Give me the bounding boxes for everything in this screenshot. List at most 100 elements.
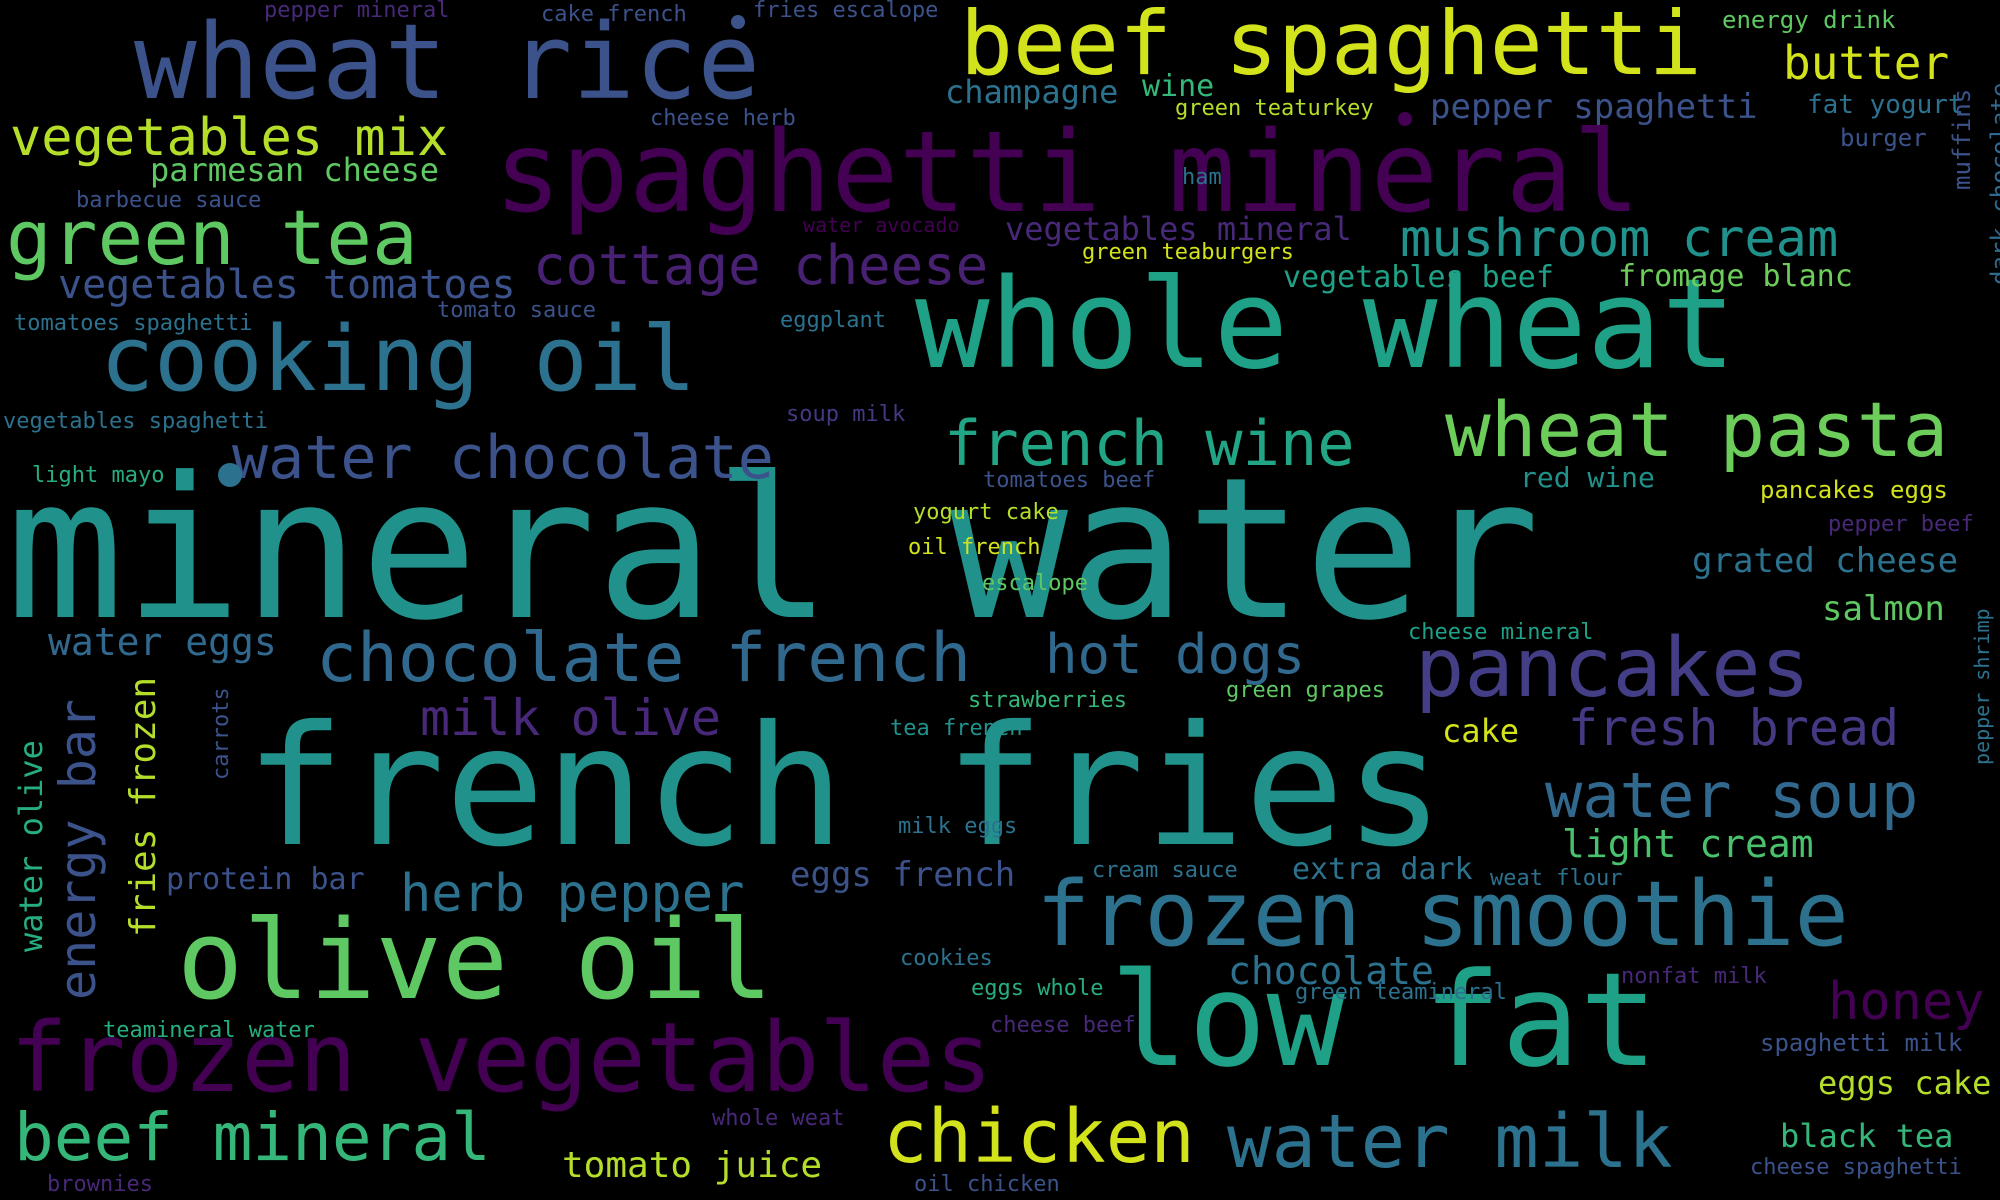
word-fragment-dot (731, 15, 745, 29)
word-tea-french: tea french (890, 716, 1023, 741)
word-frozen-smoothie: frozen smoothie (1036, 862, 1849, 967)
word-spaghetti-milk: spaghetti milk (1760, 1029, 1963, 1057)
word-pepper-beef: pepper beef (1828, 512, 1974, 537)
word-cheese-herb: cheese herb (650, 106, 796, 131)
word-chicken: chicken (883, 1094, 1195, 1180)
word-cake: cake (1442, 712, 1520, 750)
word-beef-spaghetti: beef spaghetti (960, 0, 1702, 95)
word-mineral-water: mineral water (6, 436, 1541, 664)
word-vegetables-beef: vegetables beef (1283, 260, 1554, 295)
word-salmon: salmon (1822, 589, 1945, 629)
word-red-wine: red wine (1520, 461, 1655, 494)
word-pepper-spaghetti: pepper spaghetti (1430, 87, 1758, 127)
word-green-teaturkey: green teaturkey (1175, 96, 1374, 121)
word-soup-milk: soup milk (786, 402, 906, 427)
word-energy-drink: energy drink (1722, 6, 1896, 34)
word-fragment-dot (218, 463, 242, 487)
word-oil-french: oil french (908, 535, 1041, 560)
word-wheat-pasta: wheat pasta (1445, 385, 1949, 474)
word-water-chocolate: water chocolate (232, 423, 774, 493)
word-french-fries: french fries (245, 691, 1445, 884)
word-chocolate-french: chocolate french (316, 619, 972, 698)
word-cream-sauce: cream sauce (1092, 858, 1238, 883)
word-fragment-dot (1398, 112, 1412, 126)
word-barbecue-sauce: barbecue sauce (76, 188, 262, 213)
word-carrots: carrots (209, 687, 234, 780)
word-tomatoes-spaghetti: tomatoes spaghetti (14, 311, 253, 336)
word-champagne: champagne (945, 73, 1119, 111)
word-fat-yogurt: fat yogurt (1807, 90, 1964, 120)
word-fresh-bread: fresh bread (1568, 699, 1900, 757)
word-light-mayo: light mayo (32, 463, 165, 488)
word-green-grapes: green grapes (1226, 678, 1385, 703)
word-tomatoes-beef: tomatoes beef (983, 468, 1156, 493)
word-butter: butter (1783, 36, 1950, 90)
word-muffins: muffins (1948, 88, 1976, 190)
word-ham: ham (1182, 165, 1222, 190)
word-light-cream: light cream (1562, 822, 1814, 866)
word-pancakes: pancakes (1415, 621, 1810, 716)
word-burger: burger (1840, 124, 1927, 152)
word-olive-oil: olive oil (177, 896, 774, 1024)
word-eggs-whole: eggs whole (971, 976, 1104, 1001)
word-spaghetti-mineral: spaghetti mineral (494, 108, 1641, 238)
word-water-milk: water milk (1227, 1099, 1673, 1185)
word-low-fat: low fat (1110, 944, 1658, 1096)
word-pepper-mineral: pepper mineral (264, 0, 450, 23)
word-fromage-blanc: fromage blanc (1618, 259, 1853, 294)
word-water-eggs: water eggs (48, 620, 277, 664)
word-brownies: brownies (47, 1172, 153, 1197)
word-grated-cheese: grated cheese (1692, 541, 1959, 581)
word-teamineral-water: teamineral water (103, 1018, 315, 1043)
word-beef-mineral: beef mineral (14, 1099, 491, 1176)
word-eggs-cake: eggs cake (1818, 1064, 1992, 1102)
word-oil-chicken: oil chicken (914, 1172, 1060, 1197)
word-parmesan-cheese: parmesan cheese (150, 151, 439, 189)
word-green-tea: green tea (6, 193, 418, 282)
word-cheese-spaghetti: cheese spaghetti (1750, 1155, 1962, 1180)
word-hot-dogs: hot dogs (1045, 623, 1306, 686)
word-french-wine: french wine (944, 407, 1355, 480)
word-vegetables-tomatoes: vegetables tomatoes (58, 262, 516, 308)
word-water-olive: water olive (12, 740, 50, 952)
word-wine: wine (1142, 69, 1215, 104)
word-nonfat-milk: nonfat milk (1621, 964, 1767, 989)
word-herb-pepper: herb pepper (400, 864, 745, 924)
word-green-teaburgers: green teaburgers (1082, 240, 1294, 265)
word-whole-weat: whole weat (712, 1106, 845, 1131)
word-fries-escalope: fries escalope (753, 0, 939, 23)
word-cake-french: cake french (541, 2, 687, 27)
word-tomato-juice: tomato juice (562, 1145, 823, 1186)
word-cottage-cheese: cottage cheese (533, 234, 989, 297)
word-eggplant: eggplant (780, 308, 886, 333)
word-escalope: escalope (982, 571, 1088, 596)
word-wheat-rice: wheat rice (134, 1, 761, 123)
word-cheese-beef: cheese beef (990, 1013, 1136, 1038)
word-honey: honey (1828, 972, 1985, 1032)
word-milk-eggs: milk eggs (898, 814, 1018, 839)
word-tomato-sauce: tomato sauce (437, 298, 596, 323)
word-eggs-french: eggs french (790, 855, 1016, 895)
word-mushroom-cream: mushroom cream (1400, 209, 1839, 269)
word-frozen-vegetables: frozen vegetables (10, 1002, 993, 1114)
word-black-tea: black tea (1780, 1117, 1954, 1155)
word-water-soup: water soup (1545, 759, 1919, 832)
word-cheese-mineral: cheese mineral (1408, 620, 1594, 645)
word-strawberries: strawberries (968, 688, 1127, 713)
word-cooking-oil: cooking oil (100, 307, 697, 412)
word-dark-chocolate: dark chocolate (1986, 82, 2000, 285)
word-pancakes-eggs: pancakes eggs (1760, 476, 1948, 504)
word-vegetables-spaghetti: vegetables spaghetti (3, 409, 268, 434)
word-energy-bar: energy bar (49, 698, 107, 1000)
word-vegetables-mineral: vegetables mineral (1005, 210, 1352, 248)
word-protein-bar: protein bar (166, 862, 365, 897)
word-green-teamineral: green teamineral (1295, 980, 1507, 1005)
word-water-avocado: water avocado (803, 213, 960, 237)
word-vegetables-mix: vegetables mix (10, 108, 449, 168)
word-chocolate: chocolate (1228, 949, 1434, 993)
word-cookies: cookies (900, 946, 993, 971)
word-weat-flour: weat flour (1490, 866, 1623, 891)
word-whole-wheat: whole wheat (915, 253, 1737, 397)
word-yogurt-cake: yogurt cake (913, 500, 1059, 525)
